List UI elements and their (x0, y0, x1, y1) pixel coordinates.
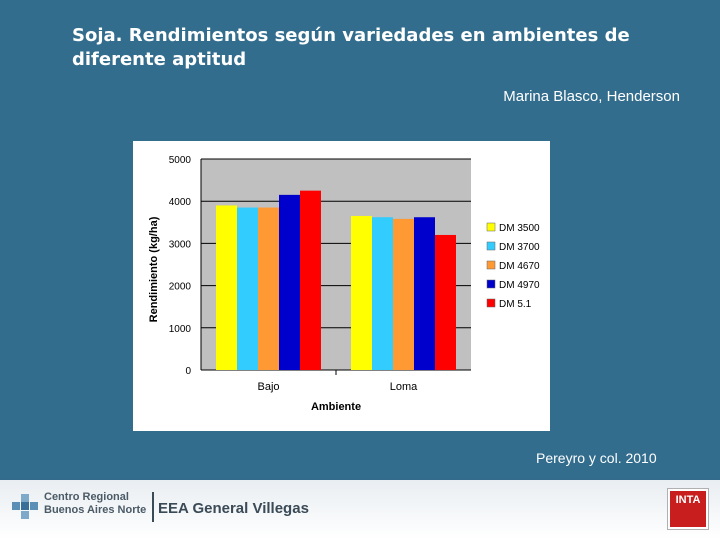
bar-bajo-dm-3700 (237, 207, 258, 370)
chart-panel: 0 1000 2000 3000 4000 5000 Bajo Loma Ambiente Ren… (133, 141, 550, 431)
legend-swatch (486, 260, 496, 270)
x-axis-title: Ambiente (311, 401, 361, 413)
inta-logo-text: INTA (675, 494, 701, 506)
y-tick-label: 1000 (169, 324, 192, 335)
y-tick-label: 4000 (169, 197, 192, 208)
bar-bajo-dm-3500 (216, 205, 237, 370)
bar-loma-dm-5-1 (435, 234, 456, 370)
bar-chart: 0 1000 2000 3000 4000 5000 Bajo Loma Ambiente Ren… (148, 155, 540, 413)
regional-center-name: Centro Regional Buenos Aires Norte (44, 491, 146, 517)
y-axis-title: Rendimiento (kg/ha) (148, 216, 160, 322)
bar-loma-dm-3700 (372, 217, 393, 370)
bar-bajo-dm-4970 (279, 194, 300, 370)
y-tick-label: 5000 (169, 155, 192, 166)
legend-label: DM 3500 (499, 223, 540, 234)
footer-divider (152, 492, 154, 522)
bar-loma-dm-4970 (414, 217, 435, 370)
y-tick-label: 0 (185, 366, 191, 377)
source-citation: Pereyro y col. 2010 (536, 450, 657, 466)
legend-label: DM 4670 (499, 261, 540, 272)
bar-bajo-dm-5-1 (300, 190, 321, 370)
bar-bajo-dm-4670 (258, 207, 279, 370)
legend-swatch (486, 241, 496, 251)
x-tick-label: Bajo (257, 381, 279, 393)
legend-label: DM 3700 (499, 242, 540, 253)
bar-loma-dm-3500 (351, 215, 372, 370)
legend-label: DM 5.1 (499, 299, 532, 310)
regional-center-logo-icon (12, 494, 38, 519)
regional-center-line1: Centro Regional (44, 491, 129, 503)
legend-swatch (486, 222, 496, 232)
y-tick-label: 3000 (169, 239, 192, 250)
slide-title: Soja. Rendimientos según variedades en a… (72, 25, 630, 70)
y-tick-label: 2000 (169, 282, 192, 293)
regional-center-line2: Buenos Aires Norte (44, 504, 147, 516)
author-label: Marina Blasco, Henderson (503, 88, 680, 105)
x-tick-label: Loma (390, 381, 418, 393)
legend-swatch (486, 279, 496, 289)
footer-bar (0, 480, 720, 540)
inta-logo: INTA (668, 489, 708, 529)
legend-label: DM 4970 (499, 280, 540, 291)
eea-name: EEA General Villegas (158, 500, 309, 517)
bar-loma-dm-4670 (393, 218, 414, 370)
legend-swatch (486, 298, 496, 308)
